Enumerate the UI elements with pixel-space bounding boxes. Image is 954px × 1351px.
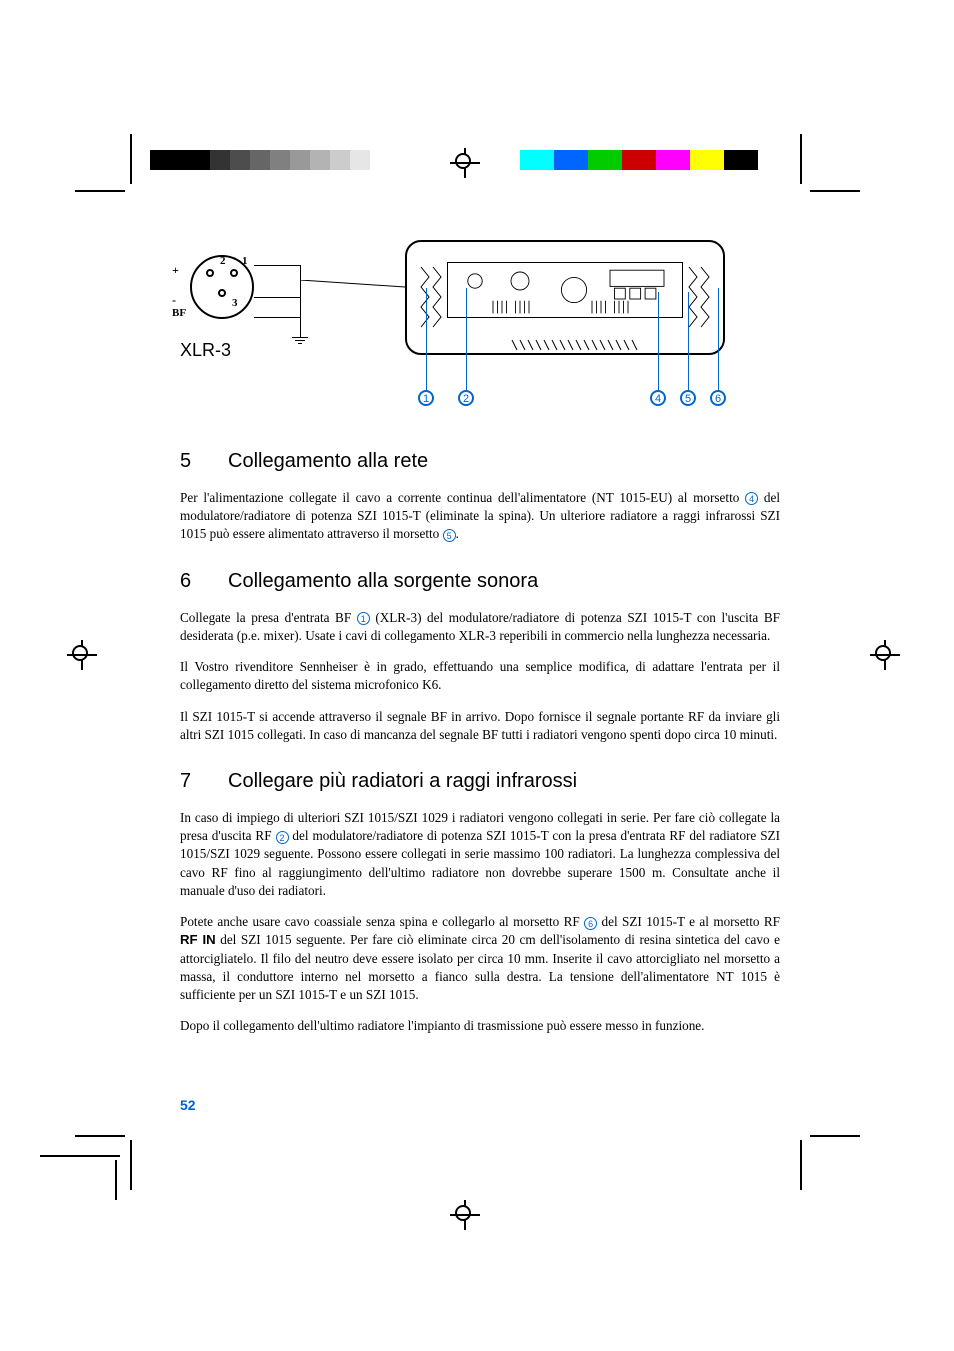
section-6-p1: Collegate la presa d'entrata BF 1 (XLR-3…: [180, 609, 780, 645]
ref-4-icon: 4: [745, 492, 758, 505]
device-illustration: [405, 240, 725, 355]
section-7-number: 7: [180, 770, 228, 793]
registration-crosshair-top: [450, 148, 480, 178]
callout-5: 5: [680, 390, 696, 406]
section-5-title: Collegamento alla rete: [228, 450, 780, 473]
section-6-p2: Il Vostro rivenditore Sennheiser è in gr…: [180, 658, 780, 694]
xlr-pin-1: 1: [242, 255, 248, 267]
section-5-paragraph: Per l'alimentazione collegate il cavo a …: [180, 489, 780, 544]
gray-calibration-bars: [150, 150, 390, 170]
section-6-number: 6: [180, 570, 228, 593]
section-7-title: Collegare più radiatori a raggi infraros…: [228, 770, 780, 793]
callout-2: 2: [458, 390, 474, 406]
section-6-p3: Il SZI 1015-T si accende attraverso il s…: [180, 708, 780, 744]
section-7-p3: Dopo il collegamento dell'ultimo radiato…: [180, 1017, 780, 1035]
callout-4: 4: [650, 390, 666, 406]
xlr-pin-2: 2: [220, 255, 226, 267]
xlr-connector: + - BF 2 1 3: [190, 255, 254, 319]
ref-1-icon: 1: [357, 612, 370, 625]
xlr-3-label: XLR-3: [180, 340, 231, 361]
ref-2-icon: 2: [276, 831, 289, 844]
registration-crosshair-left: [67, 640, 97, 670]
section-7-p1: In caso di impiego di ulteriori SZI 1015…: [180, 809, 780, 900]
section-5-number: 5: [180, 450, 228, 473]
xlr-pin-3: 3: [232, 297, 238, 309]
page-number: 52: [180, 1097, 196, 1113]
section-7-p2: Potete anche usare cavo coassiale senza …: [180, 913, 780, 1004]
section-7-heading: 7 Collegare più radiatori a raggi infrar…: [180, 770, 780, 793]
section-5-heading: 5 Collegamento alla rete: [180, 450, 780, 473]
color-calibration-bars: [520, 150, 760, 170]
xlr-bf-label: BF: [172, 307, 186, 319]
xlr-minus-label: -: [172, 293, 176, 308]
registration-crosshair-right: [870, 640, 900, 670]
xlr-plus-label: +: [172, 263, 179, 278]
ref-5-icon: 5: [443, 529, 456, 542]
ref-6-icon: 6: [584, 917, 597, 930]
callout-1: 1: [418, 390, 434, 406]
callout-6: 6: [710, 390, 726, 406]
connection-diagram: + - BF 2 1 3 XLR-3: [180, 240, 780, 410]
section-6-title: Collegamento alla sorgente sonora: [228, 570, 780, 593]
registration-crosshair-bottom: [450, 1200, 480, 1230]
section-6-heading: 6 Collegamento alla sorgente sonora: [180, 570, 780, 593]
rf-in-label: RF IN: [180, 932, 216, 947]
